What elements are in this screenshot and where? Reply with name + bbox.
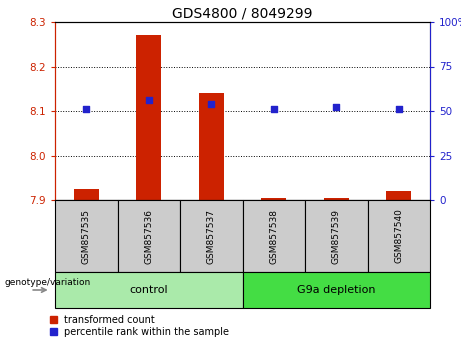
Point bbox=[332, 104, 340, 109]
Bar bbox=[242, 200, 305, 272]
Text: control: control bbox=[130, 285, 168, 295]
Bar bbox=[55, 272, 242, 308]
Text: genotype/variation: genotype/variation bbox=[5, 278, 91, 287]
Point bbox=[207, 102, 215, 107]
Text: GSM857539: GSM857539 bbox=[332, 209, 341, 263]
Bar bbox=[199, 93, 224, 200]
Bar bbox=[74, 189, 99, 200]
Bar bbox=[386, 191, 411, 200]
Bar bbox=[55, 200, 118, 272]
Point bbox=[145, 97, 153, 103]
Point bbox=[270, 106, 278, 112]
Point bbox=[395, 106, 402, 112]
Bar bbox=[261, 198, 286, 200]
Point bbox=[83, 106, 90, 112]
Text: G9a depletion: G9a depletion bbox=[297, 285, 376, 295]
Legend: transformed count, percentile rank within the sample: transformed count, percentile rank withi… bbox=[50, 315, 230, 337]
Text: GSM857538: GSM857538 bbox=[269, 209, 278, 263]
Text: GSM857535: GSM857535 bbox=[82, 209, 91, 263]
Text: GSM857537: GSM857537 bbox=[207, 209, 216, 263]
Bar bbox=[324, 198, 349, 200]
Bar bbox=[180, 200, 242, 272]
Bar bbox=[136, 35, 161, 200]
Title: GDS4800 / 8049299: GDS4800 / 8049299 bbox=[172, 7, 313, 21]
Bar bbox=[367, 200, 430, 272]
Bar bbox=[242, 272, 430, 308]
Text: GSM857536: GSM857536 bbox=[144, 209, 153, 263]
Bar bbox=[118, 200, 180, 272]
Text: GSM857540: GSM857540 bbox=[394, 209, 403, 263]
Bar bbox=[305, 200, 367, 272]
